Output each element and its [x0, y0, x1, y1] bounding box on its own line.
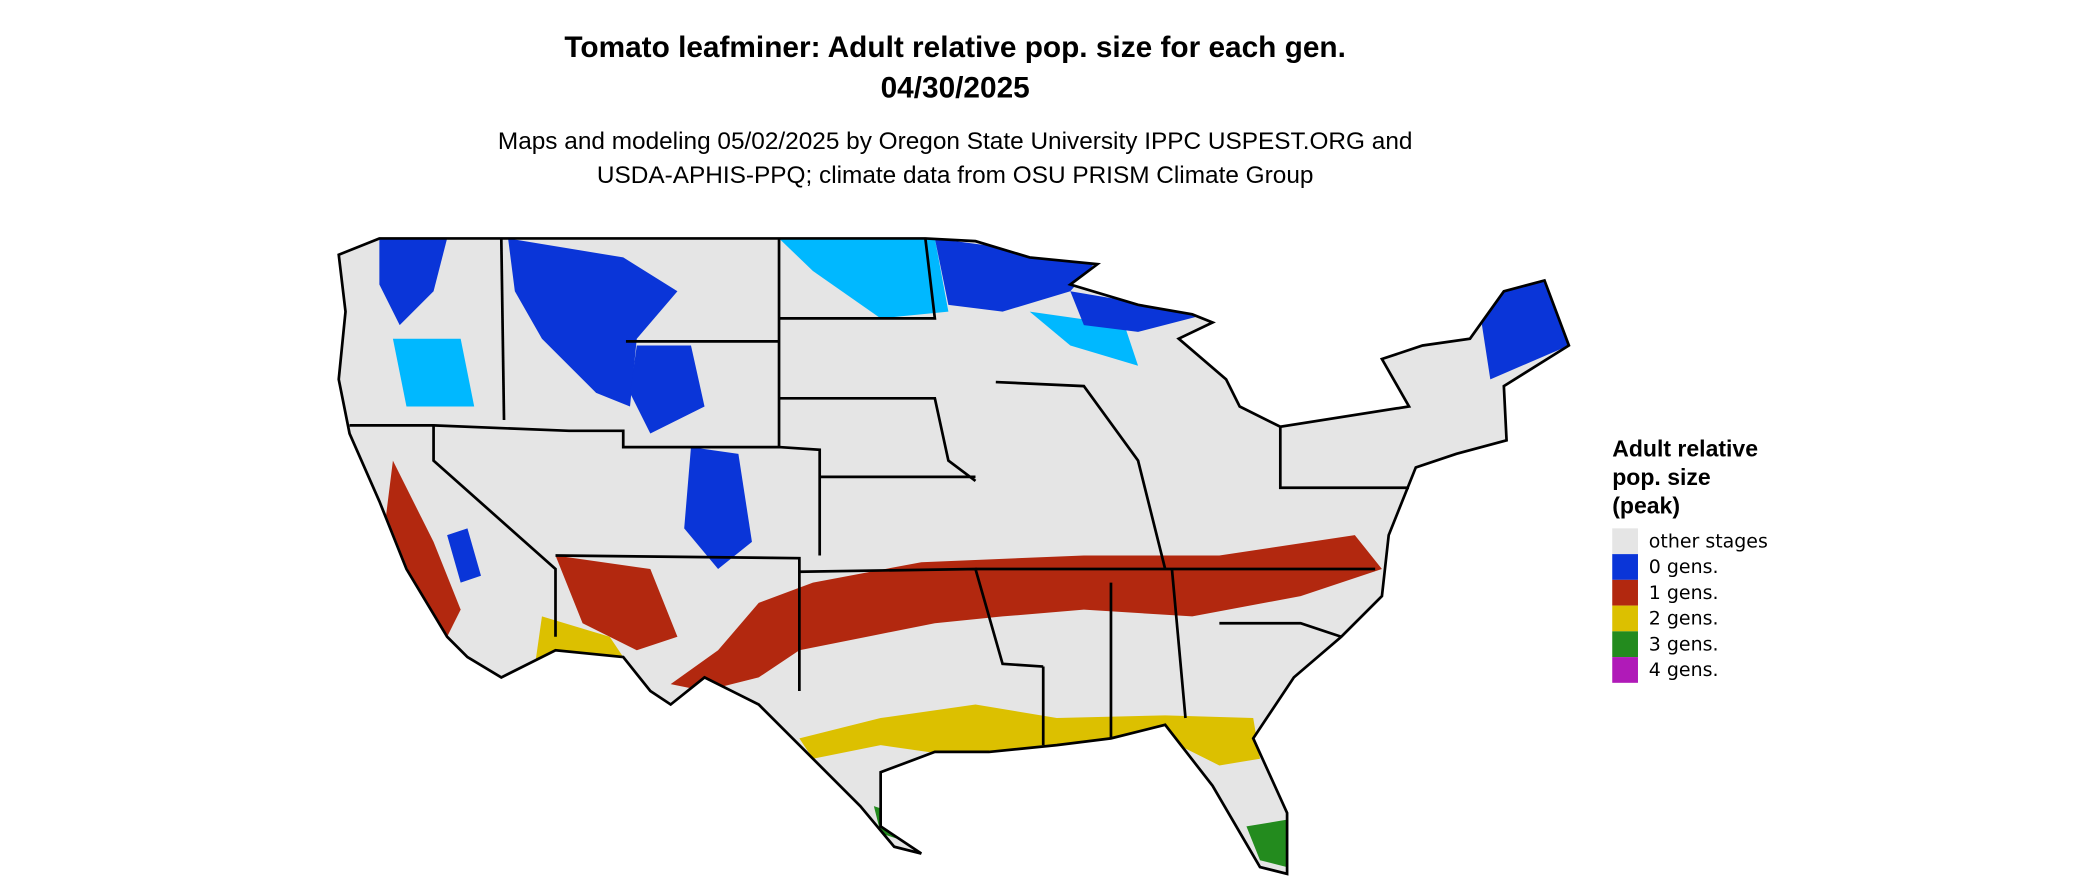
- gen-region: [1070, 291, 1206, 332]
- gen-region: [447, 528, 481, 583]
- legend-swatch: [1612, 605, 1638, 632]
- legend-title: Adult relative: [1612, 436, 1758, 462]
- gen-region: [386, 460, 461, 637]
- gen-region: [630, 345, 705, 434]
- gen-region: [684, 447, 752, 570]
- legend-title: (peak): [1612, 492, 1680, 518]
- legend-swatch: [1612, 657, 1638, 683]
- legend-label: 2 gens.: [1649, 608, 1719, 630]
- legend-swatch: [1612, 528, 1638, 555]
- gen-region: [799, 704, 1260, 766]
- state-borders: [337, 237, 1571, 876]
- gen-region: [508, 238, 678, 407]
- legend-label: 4 gens.: [1649, 659, 1719, 681]
- legend-label: 0 gens.: [1649, 556, 1719, 578]
- gen-region: [1246, 819, 1288, 868]
- gen-region: [379, 238, 448, 326]
- gen-region: [555, 555, 678, 651]
- gen-region: [1476, 277, 1569, 380]
- gen-region: [670, 535, 1382, 691]
- land: [338, 238, 1569, 874]
- legend-swatch: [1612, 631, 1638, 658]
- legend-title: pop. size: [1612, 464, 1711, 490]
- subtitle: USDA-APHIS-PPQ; climate data from OSU PR…: [597, 162, 1314, 189]
- legend-label: other stages: [1649, 530, 1768, 552]
- legend-swatch: [1612, 554, 1638, 580]
- us-map: [338, 238, 1569, 874]
- cold-region: [779, 238, 949, 319]
- title: 04/30/2025: [881, 72, 1030, 105]
- legend-label: 3 gens.: [1649, 633, 1719, 655]
- cold-region: [392, 338, 475, 407]
- legend-label: 1 gens.: [1649, 582, 1719, 604]
- title: Tomato leafminer: Adult relative pop. si…: [564, 31, 1345, 64]
- legend-swatch: [1612, 579, 1638, 606]
- subtitle: Maps and modeling 05/02/2025 by Oregon S…: [498, 128, 1413, 155]
